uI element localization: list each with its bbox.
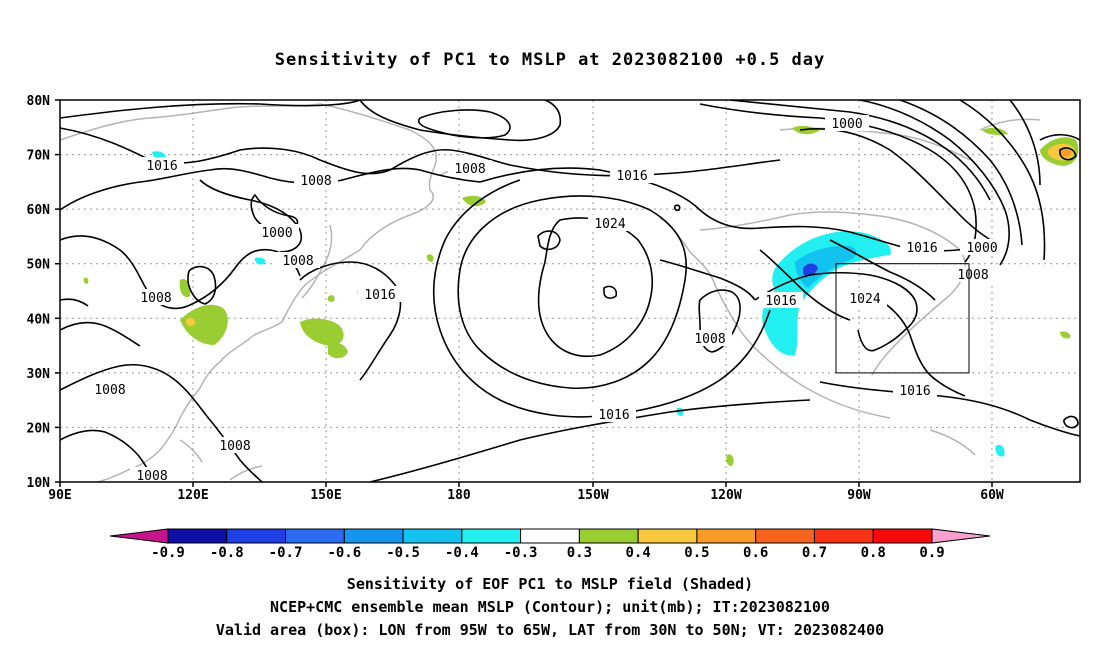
colorbar-tick-label: -0.7: [269, 545, 303, 561]
contour-label: 1016: [146, 159, 177, 174]
lat-label: 20N: [27, 421, 51, 436]
contour-label: 1024: [849, 292, 880, 307]
lon-label: 60W: [980, 488, 1004, 503]
valid-area-box: [835, 263, 970, 374]
plot-frame: [59, 99, 1081, 483]
contour-label: 1016: [765, 294, 796, 309]
contour-label: 1008: [219, 439, 250, 454]
colorbar-swatch: [520, 528, 580, 544]
colorbar-swatch: [402, 528, 463, 544]
contour-label: 1016: [906, 241, 937, 256]
map-title: Sensitivity of PC1 to MSLP at 2023082100…: [274, 50, 826, 70]
colorbar-tick-label: 0.5: [684, 545, 709, 561]
colorbar-swatch: [461, 528, 522, 544]
colorbar-tick-label: -0.5: [386, 545, 420, 561]
coastlines: [60, 103, 1041, 482]
colorbar-tick-label: -0.8: [210, 545, 244, 561]
lat-label: 30N: [27, 367, 51, 382]
lat-label: 50N: [27, 258, 51, 273]
colorbar-tick-label: -0.4: [445, 545, 479, 561]
contour-label: 1016: [899, 384, 930, 399]
tick-marks: [55, 99, 993, 487]
sensitivity-shading: [83, 125, 1079, 466]
contour-labels: 1016 1008 1008 1000 1008 1008 1008 1016 …: [88, 115, 1004, 484]
colorbar-low-arrow: [109, 528, 169, 544]
caption-shading: Sensitivity of EOF PC1 to MSLP field (Sh…: [346, 575, 754, 593]
colorbar-tick-label: 0.4: [626, 545, 651, 561]
contour-label: 1008: [300, 174, 331, 189]
lon-label: 90W: [847, 488, 871, 503]
lat-label: 70N: [27, 149, 51, 164]
colorbar-high-arrow: [931, 528, 991, 544]
colorbar-swatch: [637, 528, 698, 544]
colorbar-swatch: [755, 528, 815, 544]
lat-label: 80N: [27, 94, 51, 109]
lon-label: 120W: [710, 488, 741, 503]
graticule: [60, 100, 1080, 482]
lon-label: 90E: [48, 488, 71, 503]
contour-label: 1024: [594, 217, 625, 232]
colorbar-tick-label: 0.9: [919, 545, 944, 561]
colorbar-swatch: [578, 528, 639, 544]
mslp-contours: [60, 100, 1080, 482]
contour-label: 1008: [136, 469, 167, 484]
colorbar-tick-label: -0.3: [504, 545, 538, 561]
lon-label: 180: [447, 488, 471, 503]
contour-label: 1000: [966, 241, 997, 256]
lon-label: 150E: [310, 488, 341, 503]
caption-contour: NCEP+CMC ensemble mean MSLP (Contour); u…: [270, 598, 830, 616]
colorbar-tick-label: 0.7: [802, 545, 827, 561]
colorbar-tick-label: -0.9: [151, 545, 185, 561]
contour-label: 1008: [94, 383, 125, 398]
colorbar-swatch: [167, 528, 228, 544]
contour-label: 1000: [261, 226, 292, 241]
caption-valid-area: Valid area (box): LON from 95W to 65W, L…: [215, 621, 885, 639]
contour-label: 1000: [831, 117, 862, 132]
colorbar-tick-label: -0.6: [327, 545, 361, 561]
colorbar-tick-label: 0.8: [861, 545, 886, 561]
colorbar-swatch: [813, 528, 874, 544]
lon-label: 150W: [577, 488, 608, 503]
contour-label: 1008: [694, 332, 725, 347]
colorbar-swatch: [226, 528, 287, 544]
contour-label: 1016: [616, 169, 647, 184]
colorbar-tick-label: 0.3: [567, 545, 592, 561]
latitude-labels: 80N 70N 60N 50N 40N 30N 20N 10N: [27, 94, 51, 491]
colorbar-swatch: [696, 528, 757, 544]
colorbar-swatch: [343, 528, 404, 544]
contour-label: 1016: [598, 408, 629, 423]
lat-label: 10N: [27, 476, 51, 491]
contour-label: 1008: [957, 268, 988, 283]
colorbar-tick-label: 0.6: [743, 545, 768, 561]
colorbar-swatch: [872, 528, 933, 544]
colorbar-labels: -0.9 -0.8 -0.7 -0.6 -0.5 -0.4 -0.3 0.3 0.4 0.5 0.6…: [151, 545, 945, 561]
lon-label: 120E: [177, 488, 208, 503]
colorbar: [109, 528, 991, 544]
contour-label: 1008: [282, 254, 313, 269]
lat-label: 60N: [27, 203, 51, 218]
contour-label: 1008: [454, 162, 485, 177]
lat-label: 40N: [27, 312, 51, 327]
colorbar-swatch: [285, 528, 345, 544]
contour-label: 1016: [364, 288, 395, 303]
longitude-labels: 90E 120E 150E 180 150W 120W 90W 60W: [48, 488, 1004, 503]
contour-label: 1008: [140, 291, 171, 306]
